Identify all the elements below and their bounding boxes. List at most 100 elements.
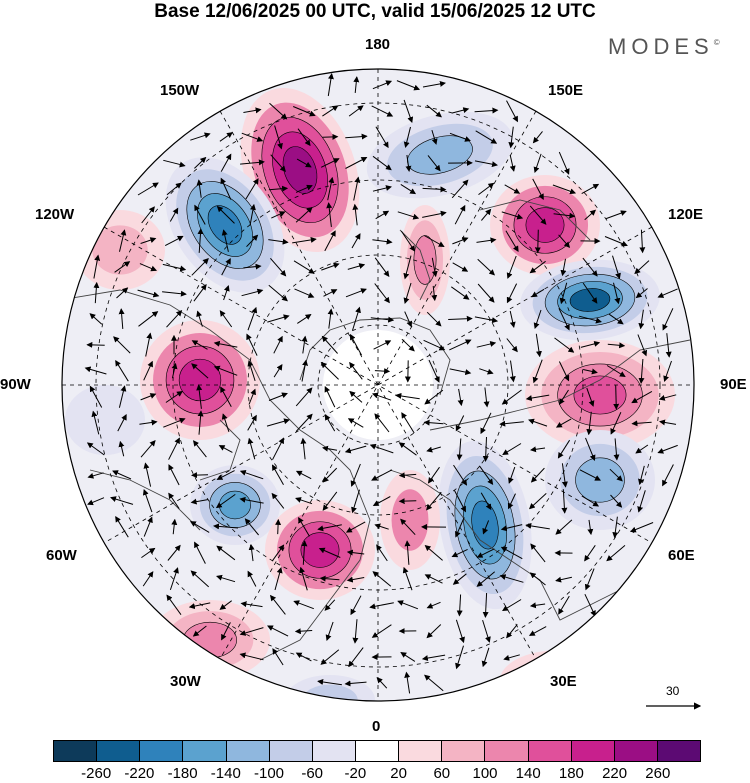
wind-vector [165, 390, 183, 403]
wind-vector [475, 130, 498, 144]
wind-vector [166, 310, 183, 328]
wind-vector [431, 285, 438, 302]
wind-vector [240, 159, 265, 166]
wind-vector [509, 310, 516, 328]
wind-vector [372, 571, 392, 587]
map-disc [62, 69, 694, 701]
wind-vector [426, 624, 442, 639]
colorbar-tick-label: 260 [645, 765, 671, 782]
wind-vector [143, 360, 153, 381]
wind-vector [455, 645, 464, 670]
wind-vector [584, 545, 596, 562]
wind-vector [239, 469, 264, 480]
wind-vector [451, 107, 470, 114]
wind-vector [327, 73, 334, 97]
wind-vector [138, 311, 159, 327]
wind-vector [376, 677, 388, 689]
wind-vector [322, 133, 339, 140]
wind-vector [191, 363, 209, 379]
wind-vector [169, 207, 179, 222]
wind-vector [139, 419, 158, 426]
wind-vector [375, 126, 389, 149]
wind-vector [426, 104, 442, 118]
wind-vector [140, 440, 156, 458]
wind-vector [192, 625, 207, 637]
wind-vector [533, 309, 542, 329]
wind-vector [474, 107, 499, 114]
wind-vector [353, 176, 361, 201]
wind-vector [612, 516, 619, 539]
wind-vector [404, 540, 411, 565]
wind-vector [350, 595, 362, 616]
wind-vector [480, 492, 492, 511]
wind-vector [297, 128, 311, 147]
lon-label-90w: 90W [0, 376, 31, 393]
wind-vector [301, 540, 308, 565]
wind-vector [295, 413, 313, 432]
wind-vector [243, 263, 262, 270]
wind-vector [578, 315, 602, 324]
wind-vector [324, 230, 336, 252]
wind-vector [292, 236, 317, 244]
colorbar-swatch [312, 741, 356, 761]
wind-vector [452, 237, 469, 245]
anomaly-contour [207, 205, 243, 245]
wind-vector [110, 496, 134, 505]
wind-vector [424, 674, 444, 692]
wind-vector [474, 316, 499, 324]
wind-vector [635, 444, 649, 454]
wind-vector [218, 445, 233, 453]
wind-vector [300, 437, 307, 460]
wind-vector [269, 594, 286, 615]
colorbar-tick-label: 60 [433, 765, 451, 782]
wind-vector [449, 368, 472, 376]
wind-vector [140, 237, 157, 244]
lon-label-60w: 60W [46, 547, 77, 564]
wind-vector [372, 155, 392, 171]
wind-vector [535, 333, 542, 358]
wind-vector [91, 410, 100, 435]
wind-vector [424, 574, 443, 584]
wind-vector [397, 600, 419, 610]
wind-vector [216, 574, 236, 583]
wind-vector [319, 575, 340, 582]
wind-vector [532, 178, 544, 200]
wind-vector [509, 360, 516, 383]
modes-logo: MODES© [608, 34, 720, 60]
wind-vector [638, 465, 645, 486]
wind-vector [221, 413, 230, 432]
wind-vector [241, 288, 264, 297]
colorbar-tick-label: 100 [472, 765, 498, 782]
wind-vector [555, 519, 573, 535]
wind-vector [270, 257, 287, 277]
colorbar-swatch [442, 741, 486, 761]
wind-vector [324, 385, 336, 408]
wind-vector [532, 131, 543, 144]
wind-vector [396, 80, 421, 91]
wind-vector [274, 125, 283, 150]
wind-vector [553, 212, 576, 219]
wind-vector [141, 547, 156, 559]
wind-vector [525, 394, 550, 402]
wind-vector [372, 238, 393, 245]
wind-vector [532, 359, 543, 384]
wind-vector [267, 314, 290, 323]
wind-vector [112, 470, 132, 480]
wind-vector [190, 132, 211, 141]
wind-vector [606, 545, 626, 562]
wind-vector [586, 411, 593, 436]
wind-vector [431, 257, 438, 278]
wind-vector [348, 105, 364, 117]
wind-vector [448, 315, 473, 322]
wind-vector [271, 492, 285, 509]
wind-vector [637, 490, 646, 513]
wind-vector [431, 129, 438, 145]
wind-vector [605, 210, 627, 220]
wind-vector [247, 306, 258, 331]
wind-vector [191, 257, 209, 276]
wind-vector [558, 151, 570, 175]
wind-vector [635, 288, 648, 299]
wind-vector [344, 445, 367, 454]
wind-vector [295, 184, 313, 193]
wind-vector [320, 361, 339, 380]
